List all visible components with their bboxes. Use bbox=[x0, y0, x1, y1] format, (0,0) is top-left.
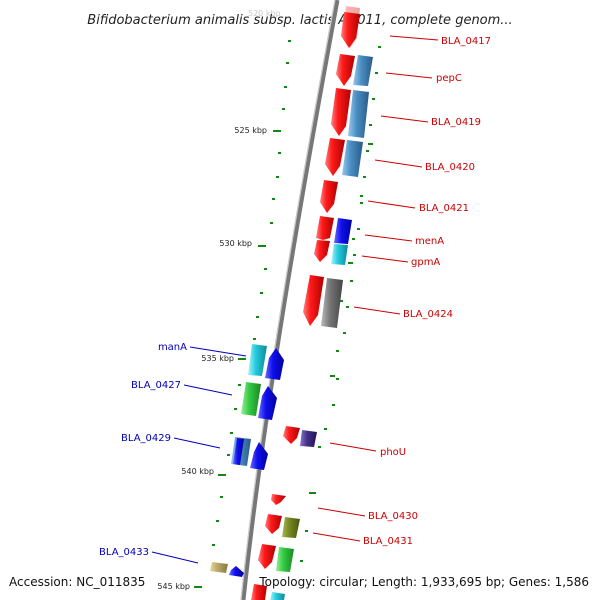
gene-arrow[interactable] bbox=[341, 12, 360, 48]
gene-arrow[interactable] bbox=[229, 566, 244, 577]
genome-summary: Topology: circular; Length: 1,933,695 bp… bbox=[258, 575, 589, 589]
accession-label: Accession: NC_011835 bbox=[9, 575, 145, 589]
gene-arrow[interactable] bbox=[276, 547, 294, 572]
gene-label-bla-0427[interactable]: BLA_0427 bbox=[131, 380, 181, 391]
gene-arrow[interactable] bbox=[251, 584, 267, 600]
gene-arrow[interactable] bbox=[210, 562, 228, 573]
gene-label-bla-0424[interactable]: BLA_0424 bbox=[403, 309, 453, 320]
gene-label-gpma[interactable]: gpmA bbox=[411, 257, 440, 268]
gene-label-pepc[interactable]: pepC bbox=[436, 73, 462, 84]
gene-arrow[interactable] bbox=[321, 278, 343, 328]
gene-label-mena[interactable]: menA bbox=[415, 236, 444, 247]
gene-arrow[interactable] bbox=[334, 218, 352, 244]
map-title: Bifidobacterium animalis subsp. lactis A… bbox=[87, 13, 512, 28]
gene-arrow[interactable] bbox=[300, 430, 317, 447]
gene-label-phou[interactable]: phoU bbox=[380, 447, 406, 458]
gene-arrow[interactable] bbox=[342, 140, 363, 177]
forward-strand-genes bbox=[251, 6, 373, 600]
genome-backbone bbox=[240, 0, 340, 600]
gene-arrow[interactable] bbox=[233, 438, 244, 465]
gene-arrow[interactable] bbox=[325, 138, 345, 176]
reverse-strand-genes bbox=[210, 344, 284, 577]
gene-arrow[interactable] bbox=[314, 240, 330, 262]
gene-arrow[interactable] bbox=[303, 275, 324, 326]
gene-label-bla-0419[interactable]: BLA_0419 bbox=[431, 117, 481, 128]
outer-dotted-ring bbox=[300, 46, 381, 562]
gene-label-bla-0420[interactable]: BLA_0420 bbox=[425, 162, 475, 173]
gene-arrow[interactable] bbox=[241, 382, 261, 416]
gene-label-mana[interactable]: manA bbox=[158, 342, 187, 353]
gene-label-bla-0431[interactable]: BLA_0431 bbox=[363, 536, 413, 547]
gene-arrow[interactable] bbox=[248, 344, 267, 376]
gene-arrow[interactable] bbox=[270, 592, 285, 600]
gene-arrow[interactable] bbox=[331, 244, 348, 265]
gene-arrow[interactable] bbox=[316, 216, 334, 240]
gene-label-bla-0433[interactable]: BLA_0433 bbox=[99, 547, 149, 558]
gene-label-bla-0421[interactable]: BLA_0421 bbox=[419, 203, 469, 214]
gene-arrow[interactable] bbox=[331, 88, 351, 136]
gene-label-bla-0430[interactable]: BLA_0430 bbox=[368, 511, 418, 522]
ruler-label-520: 520 kbp bbox=[248, 9, 281, 18]
gene-arrow[interactable] bbox=[258, 544, 276, 569]
gene-arrow[interactable] bbox=[265, 514, 282, 534]
label-leader-lines bbox=[151, 35, 439, 564]
ruler-label-525: 525 kbp bbox=[234, 126, 267, 135]
ruler-label-530: 530 kbp bbox=[219, 239, 252, 248]
ruler-label-545: 545 kbp bbox=[157, 582, 190, 591]
gene-arrow[interactable] bbox=[283, 426, 300, 444]
gene-arrow[interactable] bbox=[348, 90, 369, 138]
ruler-ticks bbox=[194, 40, 373, 588]
gene-arrow[interactable] bbox=[320, 180, 338, 213]
gene-arrow[interactable] bbox=[271, 494, 286, 505]
gene-arrow[interactable] bbox=[258, 386, 277, 420]
gene-label-bla-0417[interactable]: BLA_0417 bbox=[441, 36, 491, 47]
gene-arrow[interactable] bbox=[353, 55, 373, 86]
gene-arrow[interactable] bbox=[282, 517, 300, 538]
gene-arrow[interactable] bbox=[250, 442, 268, 470]
gene-arrow[interactable] bbox=[336, 54, 355, 86]
ruler-label-540: 540 kbp bbox=[181, 467, 214, 476]
ruler-label-535: 535 kbp bbox=[201, 354, 234, 363]
genome-backbone-highlight bbox=[240, 0, 336, 600]
gene-label-bla-0429[interactable]: BLA_0429 bbox=[121, 433, 171, 444]
gene-arrow[interactable] bbox=[265, 348, 284, 380]
